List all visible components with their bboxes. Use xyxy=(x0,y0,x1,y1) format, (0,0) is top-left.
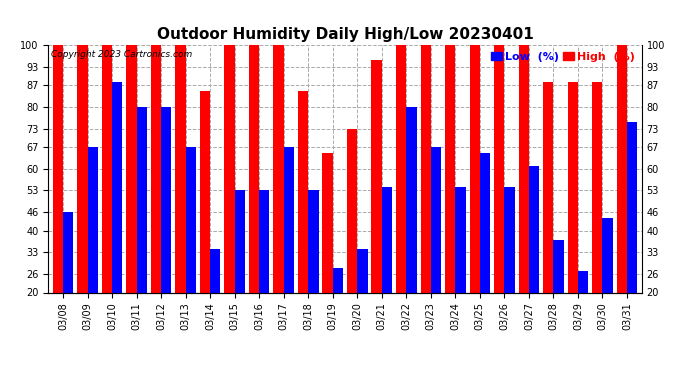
Bar xyxy=(101,45,112,354)
Bar xyxy=(470,45,480,354)
Bar xyxy=(553,240,564,354)
Bar xyxy=(186,147,196,354)
Bar xyxy=(480,153,490,354)
Bar xyxy=(210,249,220,354)
Bar xyxy=(200,92,210,354)
Text: Copyright 2023 Cartronics.com: Copyright 2023 Cartronics.com xyxy=(51,50,193,59)
Bar xyxy=(529,166,539,354)
Bar xyxy=(112,82,122,354)
Bar xyxy=(494,45,504,354)
Bar xyxy=(151,45,161,354)
Legend: Low  (%), High  (%): Low (%), High (%) xyxy=(490,51,636,63)
Bar xyxy=(175,45,186,354)
Bar xyxy=(88,147,98,354)
Bar xyxy=(224,45,235,354)
Bar xyxy=(273,45,284,354)
Bar xyxy=(382,188,392,354)
Bar xyxy=(259,190,270,354)
Bar xyxy=(161,107,171,354)
Bar xyxy=(406,107,417,354)
Bar xyxy=(568,82,578,354)
Title: Outdoor Humidity Daily High/Low 20230401: Outdoor Humidity Daily High/Low 20230401 xyxy=(157,27,533,42)
Bar xyxy=(77,45,88,354)
Bar xyxy=(322,153,333,354)
Bar xyxy=(592,82,602,354)
Bar xyxy=(602,218,613,354)
Bar xyxy=(137,107,147,354)
Bar xyxy=(298,92,308,354)
Bar xyxy=(63,212,73,354)
Bar xyxy=(284,147,294,354)
Bar xyxy=(455,188,466,354)
Bar xyxy=(126,45,137,354)
Bar xyxy=(617,45,627,354)
Bar xyxy=(627,122,638,354)
Bar xyxy=(308,190,319,354)
Bar xyxy=(371,60,382,354)
Bar xyxy=(445,45,455,354)
Bar xyxy=(333,268,343,354)
Bar xyxy=(578,271,589,354)
Bar xyxy=(504,188,515,354)
Bar xyxy=(357,249,368,354)
Bar xyxy=(396,45,406,354)
Bar xyxy=(52,45,63,354)
Bar xyxy=(347,129,357,354)
Bar xyxy=(235,190,245,354)
Bar xyxy=(543,82,553,354)
Bar xyxy=(249,45,259,354)
Bar xyxy=(431,147,441,354)
Bar xyxy=(519,45,529,354)
Bar xyxy=(420,45,431,354)
